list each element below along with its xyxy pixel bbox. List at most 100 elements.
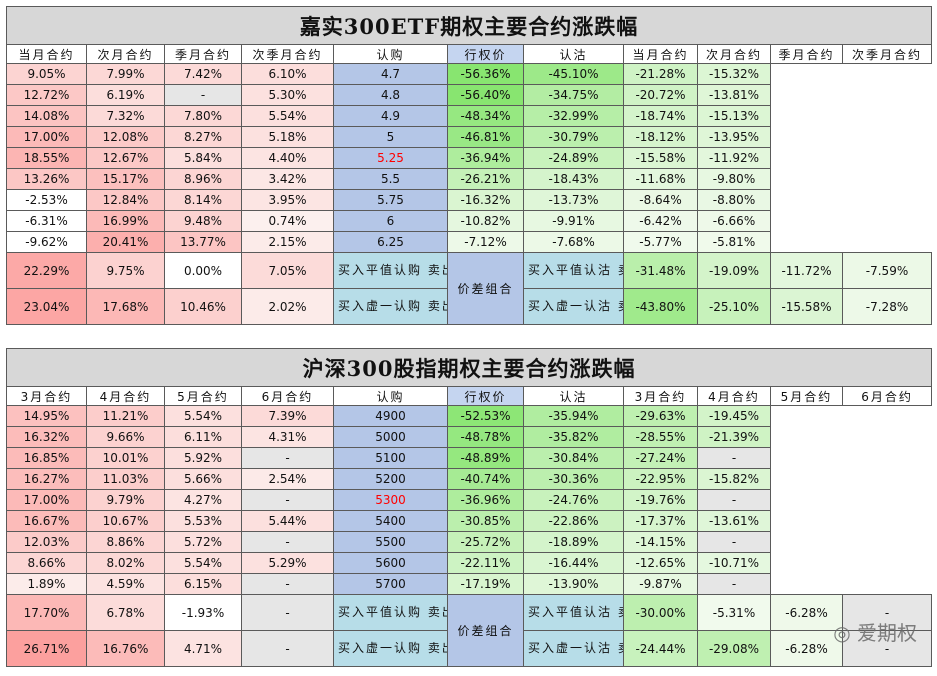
call-change-cell: -9.62% [6,231,87,253]
col-header: 4月合约 [86,386,165,406]
put-change-cell: -25.72% [447,531,524,553]
put-change-cell: -18.43% [523,168,624,190]
strike-header: 行权价 [447,44,524,64]
put-change-cell: -9.87% [623,573,698,595]
put-change-cell: -11.68% [623,168,698,190]
put-change-cell: -18.89% [523,531,624,553]
put-change-cell: -9.91% [523,210,624,232]
call-change-cell: 3.95% [241,189,334,211]
put-change-cell: -20.72% [623,84,698,106]
put-change-cell: -27.24% [623,447,698,469]
put-spread-change-cell: - [841,594,933,631]
strike-cell: 6 [333,210,448,232]
watermark-logo: ◎ 爱期权 [833,617,917,646]
call-spread-name: 买入虚一认购 卖出虚二认购 [333,288,448,325]
call-change-cell: 5.92% [164,447,242,469]
call-spread-name: 买入平值认购 卖出虚一认购 [333,594,448,631]
call-change-cell: 8.96% [164,168,242,190]
call-change-cell: - [241,531,334,553]
put-change-cell: -13.61% [697,510,771,532]
call-change-cell: 10.01% [86,447,165,469]
put-change-cell: -16.32% [447,189,524,211]
call-change-cell: 14.95% [6,405,87,427]
wechat-icon: ◎ [833,621,851,645]
call-change-cell: 5.53% [164,510,242,532]
strike-cell: 4900 [333,405,448,427]
call-spread-change-cell: 9.75% [86,252,165,289]
strike-cell: 5600 [333,552,448,574]
put-spread-change-cell: - [841,630,933,667]
call-change-cell: 6.11% [164,426,242,448]
call-change-cell: 9.79% [86,489,165,511]
spread-row: 22.29%9.75%0.00%7.05%买入平值认购 卖出虚一认购价差组合买入… [6,252,933,325]
put-change-cell: -21.39% [697,426,771,448]
table-row: 16.67% 10.67% 5.53% 5.44% 5400 -30.85% -22.86%… [6,510,932,532]
call-change-cell: 5.54% [241,105,334,127]
strike-cell: 5700 [333,573,448,595]
call-change-cell: 5.29% [241,552,334,574]
call-spread-change-cell: 22.29% [6,252,87,289]
call-change-cell: 5.84% [164,147,242,169]
call-change-cell: 14.08% [6,105,87,127]
put-change-cell: -6.42% [623,210,698,232]
put-change-cell: -14.15% [623,531,698,553]
call-change-cell: 12.67% [86,147,165,169]
call-change-cell: 8.27% [164,126,242,148]
put-change-cell: -24.89% [523,147,624,169]
table-row: 9.05% 7.99% 7.42% 6.10% 4.7 -56.36% -45.10% -21… [6,63,932,85]
put-spread-change-cell: -7.59% [841,252,933,289]
put-change-cell: -46.81% [447,126,524,148]
call-change-cell: 18.55% [6,147,87,169]
call-change-cell: 12.72% [6,84,87,106]
call-spread-change-cell: 7.05% [241,252,334,289]
put-change-cell: -22.11% [447,552,524,574]
table-row: 16.27% 11.03% 5.66% 2.54% 5200 -40.74% -30.36%… [6,468,932,490]
strike-cell: 4.7 [333,63,448,85]
call-change-cell: 5.18% [241,126,334,148]
put-change-cell: -36.96% [447,489,524,511]
put-spread-change-cell: -7.28% [841,288,933,325]
call-change-cell: 8.02% [86,552,165,574]
put-spread-change-cell: -25.10% [697,288,771,325]
call-change-cell: 8.14% [164,189,242,211]
put-spread-name: 买入平值认沽 卖出虚一认沽 [523,594,624,631]
put-change-cell: -15.13% [697,105,771,127]
call-change-cell: 1.89% [6,573,87,595]
call-change-cell: 5.66% [164,468,242,490]
call-change-cell: 4.27% [164,489,242,511]
put-change-cell: -24.76% [523,489,624,511]
put-change-cell: -30.85% [447,510,524,532]
call-change-cell: 9.48% [164,210,242,232]
col-header: 当月合约 [6,44,87,64]
call-spread-change-cell: 2.02% [241,288,334,325]
call-change-cell: 11.21% [86,405,165,427]
call-change-cell: 11.03% [86,468,165,490]
call-spread-change-cell: 4.71% [164,630,242,667]
call-change-cell: - [164,84,242,106]
table-row: -2.53% 12.84% 8.14% 3.95% 5.75 -16.32% -13.73%… [6,189,932,211]
put-change-cell: -10.71% [697,552,771,574]
put-change-cell: -30.84% [523,447,624,469]
put-change-cell: -10.82% [447,210,524,232]
call-spread-change-cell: 6.78% [86,594,165,631]
call-change-cell: 2.54% [241,468,334,490]
put-spread-change-cell: -43.80% [623,288,698,325]
table-row: 8.66% 8.02% 5.54% 5.29% 5600 -22.11% -16.44% -1… [6,552,932,574]
put-change-cell: -18.74% [623,105,698,127]
put-spread-name: 买入虚一认沽 卖出虚二认沽 [523,630,624,667]
call-spread-change-cell: 17.70% [6,594,87,631]
call-change-cell: 17.00% [6,126,87,148]
table-row: 12.72% 6.19% -5.30% 4.8 -56.40% -34.75% -20.72… [6,84,932,106]
put-spread-change-cell: -15.58% [770,288,843,325]
spread-row: 23.04%17.68%10.46%2.02%买入虚一认购 卖出虚二认购 买入虚一… [6,288,933,325]
strike-cell: 4.9 [333,105,448,127]
call-change-cell: 12.08% [86,126,165,148]
call-change-cell: 16.27% [6,468,87,490]
call-change-cell: 5.44% [241,510,334,532]
put-change-cell: -6.66% [697,210,771,232]
put-change-cell: -29.63% [623,405,698,427]
table-row: -9.62% 20.41% 13.77% 2.15% 6.25 -7.12% -7.68% -… [6,231,932,253]
call-change-cell: 7.32% [86,105,165,127]
put-change-cell: - [697,531,771,553]
table-row: 14.08% 7.32% 7.80% 5.54% 4.9 -48.34% -32.99% -1… [6,105,932,127]
